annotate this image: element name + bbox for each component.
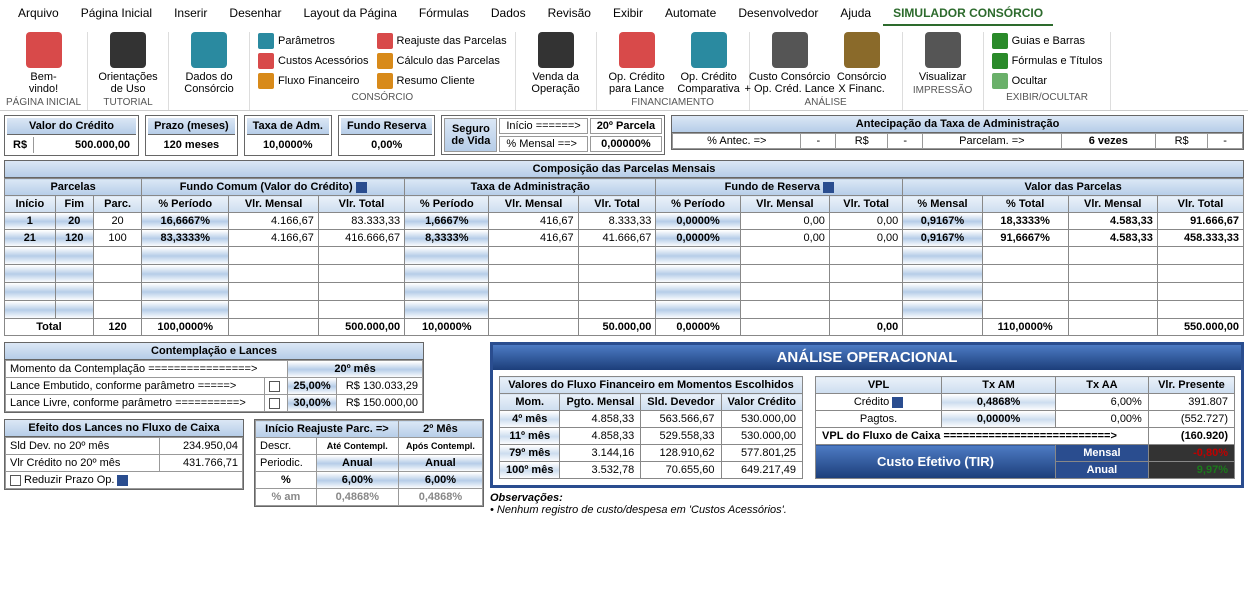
custo-consorcio-icon	[772, 32, 808, 68]
formulas-titulos-icon	[992, 53, 1008, 69]
visualizar-icon	[925, 32, 961, 68]
custos-acessorios-button[interactable]: Custos Acessórios	[256, 52, 370, 70]
calculo-icon	[377, 53, 393, 69]
consorcio-financ-button[interactable]: Consórcio X Financ.	[828, 32, 896, 95]
contemplacao-box: Contemplação e Lances Momento da Contemp…	[4, 342, 424, 413]
menu-desenvolvedor[interactable]: Desenvolvedor	[728, 2, 828, 26]
menu-revisao[interactable]: Revisão	[538, 2, 601, 26]
menu-dados[interactable]: Dados	[481, 2, 536, 26]
menu-arquivo[interactable]: Arquivo	[8, 2, 69, 26]
venda-operacao-icon	[538, 32, 574, 68]
visualizar-button[interactable]: Visualizar	[909, 32, 977, 83]
observacoes: Observações: • Nenhum registro de custo/…	[490, 492, 1244, 516]
antecipacao-box: Antecipação da Taxa de Administração % A…	[671, 115, 1244, 150]
info-icon[interactable]	[823, 182, 834, 193]
menu-exibir[interactable]: Exibir	[603, 2, 653, 26]
calculo-button[interactable]: Cálculo das Parcelas	[375, 52, 509, 70]
menu-formulas[interactable]: Fórmulas	[409, 2, 479, 26]
analise-operacional: ANÁLISE OPERACIONAL Valores do Fluxo Fin…	[490, 342, 1244, 488]
menu-ajuda[interactable]: Ajuda	[830, 2, 881, 26]
op-credito-comp-button[interactable]: Op. Crédito Comparativa	[675, 32, 743, 95]
guias-barras-icon	[992, 33, 1008, 49]
composicao-table: Parcelas Fundo Comum (Valor do Crédito) …	[4, 178, 1244, 336]
reajuste-button[interactable]: Reajuste das Parcelas	[375, 32, 509, 50]
dados-consorcio-icon	[191, 32, 227, 68]
composicao-title: Composição das Parcelas Mensais	[4, 160, 1244, 178]
fundo-reserva-box: Fundo Reserva0,00%	[338, 115, 435, 156]
reajuste-box: Início Reajuste Parc. =>2º Mês Descr.Até…	[254, 419, 484, 507]
info-icon[interactable]	[892, 397, 903, 408]
op-credito-lance-button[interactable]: Op. Crédito para Lance	[603, 32, 671, 95]
ocultar-icon	[992, 73, 1008, 89]
resumo-button[interactable]: Resumo Cliente	[375, 72, 509, 90]
vpl-table: VPLTx AMTx AAVlr. Presente Crédito0,4868…	[815, 376, 1235, 479]
efeitos-box: Efeito dos Lances no Fluxo de Caixa Sld …	[4, 419, 244, 490]
custos-acessorios-icon	[258, 53, 274, 69]
bem-vindo-icon	[26, 32, 62, 68]
orientacoes-button[interactable]: Orientações de Uso	[94, 32, 162, 95]
info-icon[interactable]	[117, 475, 128, 486]
prazo-box: Prazo (meses)120 meses	[145, 115, 238, 156]
op-credito-comp-icon	[691, 32, 727, 68]
taxa-adm-box: Taxa de Adm.10,0000%	[244, 115, 332, 156]
checkbox-liv[interactable]	[269, 398, 280, 409]
menu-simulador[interactable]: SIMULADOR CONSÓRCIO	[883, 2, 1053, 26]
menu-automate[interactable]: Automate	[655, 2, 726, 26]
custo-consorcio-button[interactable]: Custo Consórcio + Op. Créd. Lance	[756, 32, 824, 95]
parametros-button[interactable]: Parâmetros	[256, 32, 370, 50]
bem-vindo-button[interactable]: Bem- vindo!	[10, 32, 78, 95]
formulas-titulos-button[interactable]: Fórmulas e Títulos	[990, 52, 1105, 70]
ocultar-button[interactable]: Ocultar	[990, 72, 1105, 90]
dados-consorcio-button[interactable]: Dados do Consórcio	[175, 32, 243, 95]
valor-credito-box: Valor do CréditoR$500.000,00	[4, 115, 139, 156]
parametros-icon	[258, 33, 274, 49]
menu-pagina-inicial[interactable]: Página Inicial	[71, 2, 162, 26]
fluxo-financeiro-button[interactable]: Fluxo Financeiro	[256, 72, 370, 90]
reajuste-icon	[377, 33, 393, 49]
guias-barras-button[interactable]: Guias e Barras	[990, 32, 1105, 50]
menu-desenhar[interactable]: Desenhar	[219, 2, 291, 26]
menu-inserir[interactable]: Inserir	[164, 2, 217, 26]
checkbox-reduzir[interactable]	[10, 475, 21, 486]
fluxo-table: Valores do Fluxo Financeiro em Momentos …	[499, 376, 803, 479]
venda-operacao-button[interactable]: Venda da Operação	[522, 32, 590, 95]
menu-bar: Arquivo Página Inicial Inserir Desenhar …	[0, 0, 1248, 28]
menu-layout[interactable]: Layout da Página	[293, 2, 406, 26]
resumo-icon	[377, 73, 393, 89]
orientacoes-icon	[110, 32, 146, 68]
consorcio-financ-icon	[844, 32, 880, 68]
seguro-vida-box: Seguro de VidaInício ======>20º Parcela …	[441, 115, 665, 155]
checkbox-emb[interactable]	[269, 381, 280, 392]
fluxo-financeiro-icon	[258, 73, 274, 89]
ribbon: Bem- vindo!PÁGINA INICIALOrientações de …	[0, 28, 1248, 111]
info-icon[interactable]	[356, 182, 367, 193]
op-credito-lance-icon	[619, 32, 655, 68]
